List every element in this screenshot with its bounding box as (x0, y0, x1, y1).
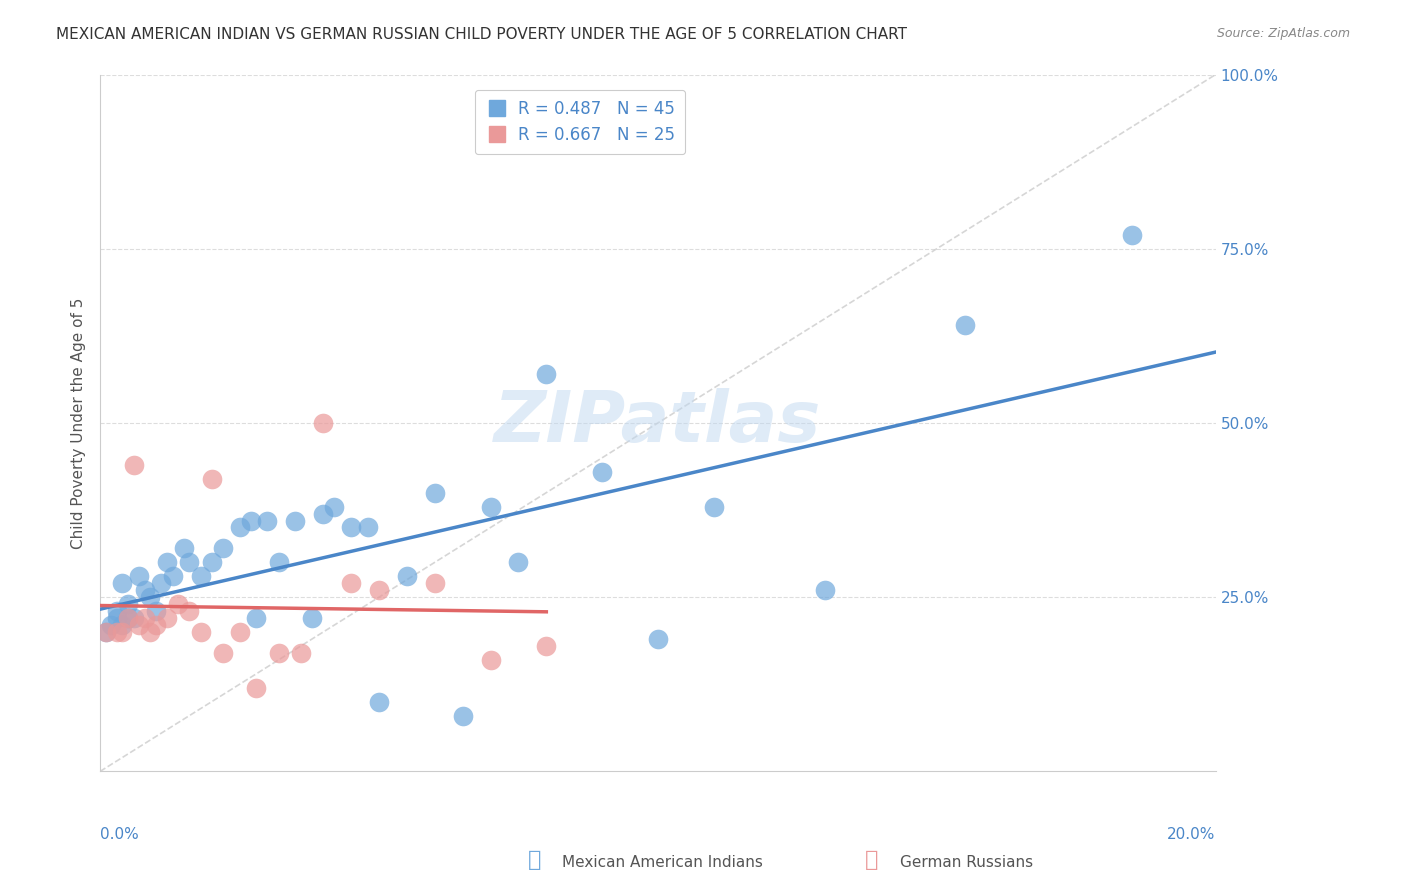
Point (122, 458, 145, 472)
Point (508, 555, 530, 569)
Point (423, 576, 446, 591)
Legend: R = 0.487   N = 45, R = 0.667   N = 25: R = 0.487 N = 45, R = 0.667 N = 25 (475, 90, 685, 154)
Point (368, 695, 391, 709)
Text: 0.0%: 0.0% (100, 827, 139, 842)
Point (1121, 227, 1143, 242)
Point (536, 367, 558, 381)
Text: ⬜: ⬜ (527, 850, 541, 870)
Text: 20.0%: 20.0% (1167, 827, 1216, 842)
Y-axis label: Child Poverty Under the Age of 5: Child Poverty Under the Age of 5 (72, 297, 86, 549)
Point (156, 555, 179, 569)
Point (479, 500, 502, 514)
Point (128, 569, 150, 583)
Point (536, 639, 558, 653)
Point (211, 541, 233, 556)
Text: Mexican American Indians: Mexican American Indians (562, 855, 763, 870)
Point (105, 604, 128, 618)
Point (357, 520, 380, 534)
Point (953, 318, 976, 333)
Point (134, 583, 156, 598)
Point (111, 618, 134, 632)
Point (100, 618, 122, 632)
Point (228, 520, 250, 534)
Point (340, 576, 363, 591)
Point (150, 576, 173, 591)
Point (162, 569, 184, 583)
Point (228, 625, 250, 640)
Text: Source: ZipAtlas.com: Source: ZipAtlas.com (1216, 27, 1350, 40)
Point (201, 472, 224, 486)
Point (145, 604, 167, 618)
Point (814, 583, 837, 598)
Point (179, 555, 201, 569)
Point (340, 520, 363, 534)
Point (451, 708, 474, 723)
Point (117, 611, 139, 625)
Point (245, 681, 267, 695)
Point (284, 514, 307, 528)
Text: ZIPatlas: ZIPatlas (494, 388, 821, 458)
Point (190, 569, 212, 583)
Point (190, 625, 212, 640)
Point (591, 465, 613, 479)
Point (256, 514, 278, 528)
Point (267, 646, 290, 660)
Point (156, 611, 179, 625)
Point (323, 500, 346, 514)
Point (423, 485, 446, 500)
Point (94, 625, 117, 640)
Point (111, 576, 134, 591)
Point (647, 632, 669, 646)
Point (117, 597, 139, 611)
Point (368, 583, 391, 598)
Point (201, 555, 224, 569)
Point (111, 625, 134, 640)
Point (301, 611, 323, 625)
Point (703, 500, 725, 514)
Point (173, 541, 195, 556)
Point (94, 625, 117, 640)
Point (239, 514, 262, 528)
Point (267, 555, 290, 569)
Point (245, 611, 267, 625)
Point (122, 611, 145, 625)
Point (211, 646, 233, 660)
Point (179, 604, 201, 618)
Point (105, 625, 128, 640)
Text: German Russians: German Russians (900, 855, 1033, 870)
Point (139, 625, 162, 640)
Point (312, 416, 335, 430)
Point (312, 507, 335, 521)
Point (105, 611, 128, 625)
Point (128, 618, 150, 632)
Point (134, 611, 156, 625)
Point (117, 611, 139, 625)
Text: MEXICAN AMERICAN INDIAN VS GERMAN RUSSIAN CHILD POVERTY UNDER THE AGE OF 5 CORRE: MEXICAN AMERICAN INDIAN VS GERMAN RUSSIA… (56, 27, 907, 42)
Point (479, 653, 502, 667)
Point (167, 597, 190, 611)
Point (395, 569, 418, 583)
Text: ⬜: ⬜ (865, 850, 879, 870)
Point (145, 618, 167, 632)
Point (139, 590, 162, 604)
Point (290, 646, 312, 660)
